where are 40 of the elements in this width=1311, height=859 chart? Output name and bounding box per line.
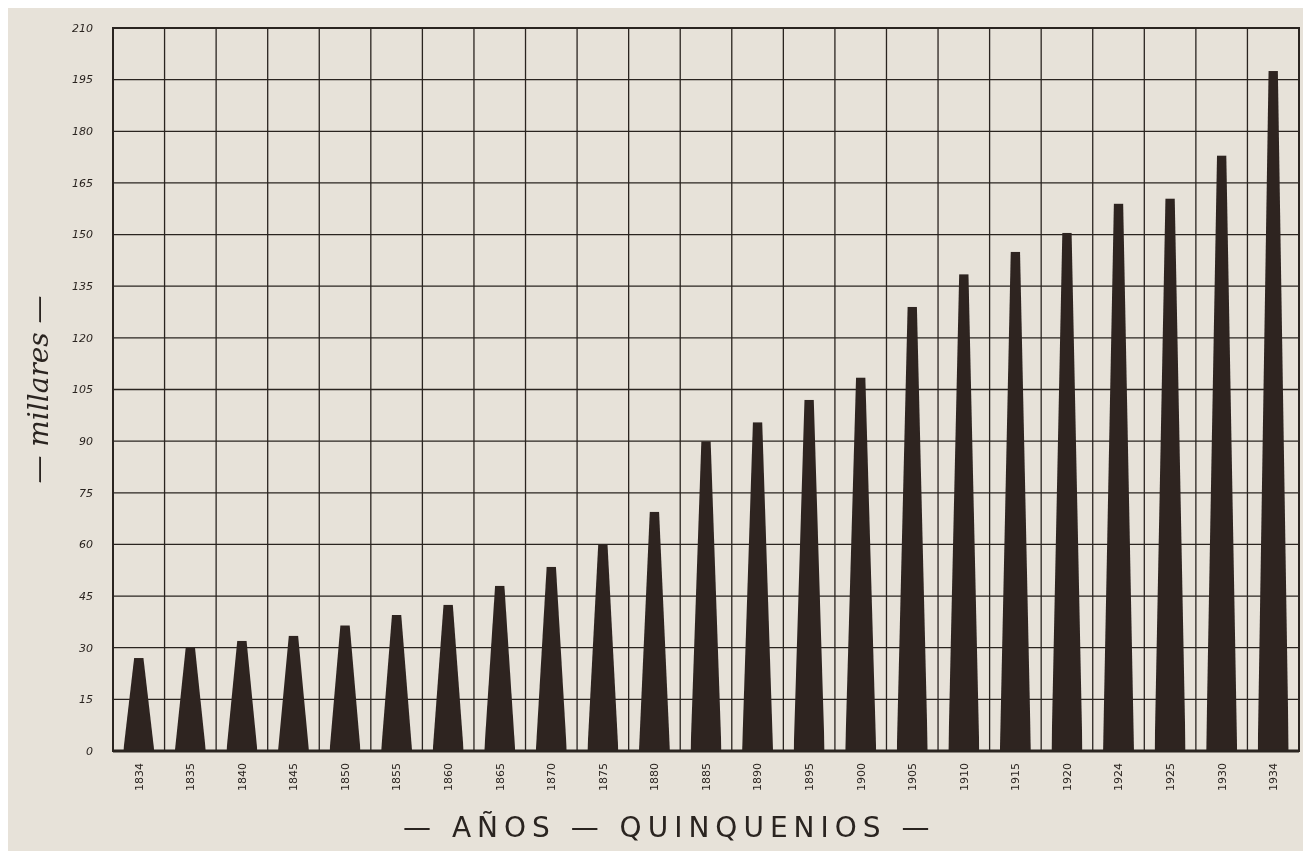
x-tick-label: 1860 (442, 763, 456, 791)
x-axis-title: — AÑOS — QUINQUENIOS — (403, 811, 936, 844)
x-tick-label: 1890 (751, 763, 765, 791)
y-tick-label: 210 (72, 21, 93, 35)
x-tick-label: 1924 (1112, 763, 1126, 791)
x-tick-label: 1840 (235, 763, 249, 791)
x-tick-label: 1895 (802, 763, 816, 791)
x-tick-label: 1885 (699, 763, 713, 791)
x-tick-label: 1845 (287, 763, 301, 791)
y-tick-label: 120 (72, 331, 93, 345)
y-tick-label: 15 (79, 693, 93, 707)
y-tick-label: 195 (72, 73, 93, 87)
y-tick-label: 75 (79, 486, 93, 500)
y-tick-label: 0 (86, 744, 93, 758)
y-tick-label: 90 (79, 434, 93, 448)
y-tick-label: 165 (72, 176, 93, 190)
x-tick-label: 1915 (1009, 763, 1023, 791)
x-tick-label: 1855 (390, 763, 404, 791)
x-tick-label: 1875 (596, 763, 610, 791)
x-tick-label: 1865 (493, 763, 507, 791)
x-tick-label: 1934 (1267, 763, 1281, 791)
y-tick-label: 45 (79, 589, 93, 603)
x-tick-label: 1925 (1163, 763, 1177, 791)
x-tick-label: 1930 (1215, 763, 1229, 791)
y-axis-title: — millares — (22, 295, 55, 484)
y-tick-label: 150 (72, 228, 93, 242)
x-tick-label: 1905 (906, 763, 920, 791)
x-tick-label: 1835 (184, 763, 198, 791)
x-tick-label: 1880 (648, 763, 662, 791)
x-tick-label: 1900 (854, 763, 868, 791)
y-tick-label: 30 (79, 641, 93, 655)
x-tick-label: 1834 (132, 763, 146, 791)
y-tick-label: 135 (72, 280, 93, 294)
y-tick-label: 105 (72, 383, 93, 397)
y-tick-label: 180 (72, 125, 93, 139)
x-tick-label: 1850 (338, 763, 352, 791)
x-tick-label: 1870 (545, 763, 559, 791)
x-tick-label: 1920 (1060, 763, 1074, 791)
x-tick-label: 1910 (957, 763, 971, 791)
y-tick-label: 60 (79, 538, 93, 552)
